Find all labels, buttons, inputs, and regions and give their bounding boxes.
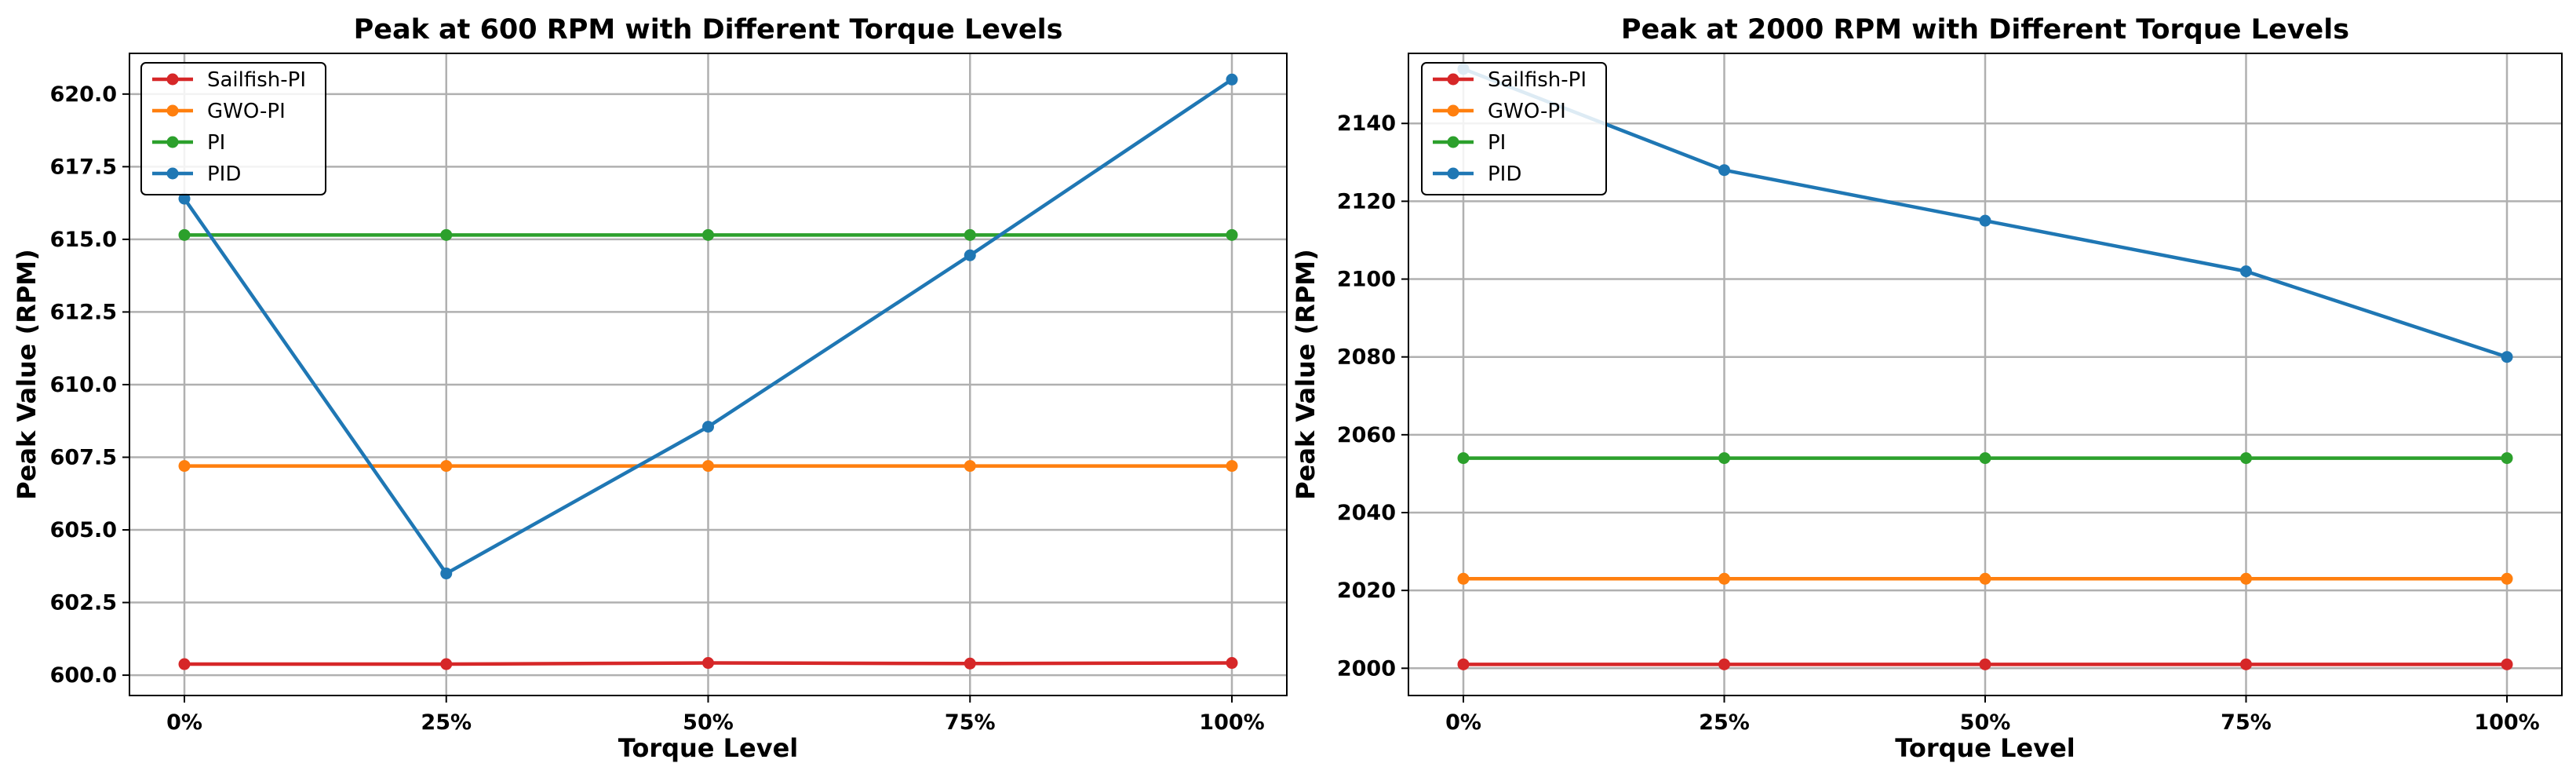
data-point <box>2501 572 2513 585</box>
y-tick-label: 620.0 <box>50 82 117 107</box>
data-point <box>440 460 453 473</box>
data-point <box>2240 265 2252 278</box>
x-tick-label: 0% <box>166 710 202 735</box>
data-point <box>702 657 714 670</box>
data-point <box>178 192 191 205</box>
legend-swatch-marker <box>166 73 179 86</box>
y-tick-label: 2000 <box>1337 656 1396 681</box>
legend-label: PID <box>207 162 241 186</box>
y-axis-label: Peak Value (RPM) <box>12 249 42 500</box>
data-point <box>2240 658 2252 670</box>
data-point <box>1226 73 1238 86</box>
data-point <box>440 568 453 580</box>
legend-swatch-marker <box>1447 73 1459 86</box>
legend-swatch-marker <box>166 136 179 148</box>
x-tick-label: 100% <box>2474 710 2539 735</box>
legend-label: Sailfish-PI <box>207 68 306 92</box>
x-tick-label: 50% <box>683 710 734 735</box>
x-tick-label: 25% <box>421 710 472 735</box>
legend-swatch-marker <box>1447 136 1459 148</box>
x-tick-label: 25% <box>1699 710 1750 735</box>
y-tick-label: 605.0 <box>50 518 117 542</box>
y-tick-label: 612.5 <box>50 300 117 324</box>
legend-swatch-marker <box>166 104 179 117</box>
legend-label: PI <box>1488 131 1506 155</box>
y-tick-label: 2100 <box>1337 268 1396 292</box>
data-point <box>702 228 714 241</box>
data-point <box>178 228 191 241</box>
x-axis-label: Torque Level <box>618 733 799 763</box>
data-point <box>1979 572 1991 585</box>
data-point <box>1718 658 1730 670</box>
data-point <box>1457 572 1470 585</box>
legend: Sailfish-PI GWO-PI PI PID <box>140 62 326 195</box>
data-point <box>1226 460 1238 473</box>
chart-title: Peak at 600 RPM with Different Torque Le… <box>354 14 1063 46</box>
legend-swatch-marker <box>1447 167 1459 180</box>
x-tick-label: 50% <box>1960 710 2011 735</box>
data-point <box>964 228 976 241</box>
data-point <box>178 658 191 670</box>
data-point <box>2240 452 2252 465</box>
legend-label: Sailfish-PI <box>1488 68 1587 92</box>
y-axis-label: Peak Value (RPM) <box>1291 249 1321 500</box>
legend: Sailfish-PI GWO-PI PI PID <box>1421 62 1607 195</box>
data-point <box>1457 452 1470 465</box>
legend-swatch-marker <box>166 167 179 180</box>
data-point <box>440 228 453 241</box>
y-tick-label: 2140 <box>1337 111 1396 136</box>
data-point <box>1226 228 1238 241</box>
y-tick-label: 617.5 <box>50 155 117 179</box>
legend-label: GWO-PI <box>207 100 286 123</box>
legend-box <box>1421 62 1607 195</box>
data-point <box>702 421 714 433</box>
data-point <box>1979 214 1991 227</box>
data-point <box>1718 164 1730 177</box>
y-tick-label: 2120 <box>1337 189 1396 214</box>
data-point <box>440 658 453 670</box>
y-tick-label: 607.5 <box>50 445 117 469</box>
data-point <box>964 657 976 670</box>
data-point <box>1979 658 1991 670</box>
x-tick-label: 0% <box>1445 710 1481 735</box>
chart-panel-2: 0% 25% 50% 75% 100% 2000 2020 2040 2060 2080 2100 2… <box>1291 14 2563 763</box>
y-tick-label: 615.0 <box>50 228 117 252</box>
x-tick-label: 75% <box>2221 710 2272 735</box>
legend-label: GWO-PI <box>1488 100 1566 123</box>
y-tick-label: 610.0 <box>50 373 117 397</box>
y-tick-label: 2040 <box>1337 501 1396 525</box>
x-axis-label: Torque Level <box>1895 733 2075 763</box>
data-point <box>1226 657 1238 670</box>
data-point <box>2501 452 2513 465</box>
legend-box <box>140 62 326 195</box>
data-point <box>178 460 191 473</box>
y-tick-label: 2020 <box>1337 579 1396 603</box>
x-tick-label: 75% <box>945 710 996 735</box>
data-point <box>2501 658 2513 670</box>
data-point <box>964 249 976 261</box>
chart-panel-1: 0% 25% 50% 75% 100% 600.0 602.5 605.0 607.5 610.0… <box>12 14 1288 763</box>
legend-label: PI <box>207 131 225 155</box>
data-point <box>702 460 714 473</box>
x-tick-label: 100% <box>1199 710 1264 735</box>
data-point <box>1979 452 1991 465</box>
legend-swatch-marker <box>1447 104 1459 117</box>
data-point <box>964 460 976 473</box>
data-point <box>2240 572 2252 585</box>
legend-label: PID <box>1488 162 1521 186</box>
y-tick-label: 2060 <box>1337 423 1396 447</box>
data-point <box>1457 658 1470 670</box>
chart-title: Peak at 2000 RPM with Different Torque L… <box>1621 14 2349 46</box>
y-tick-label: 2080 <box>1337 345 1396 370</box>
y-tick-label: 602.5 <box>50 591 117 615</box>
y-tick-label: 600.0 <box>50 663 117 688</box>
data-point <box>2501 351 2513 363</box>
data-point <box>1718 452 1730 465</box>
data-point <box>1718 572 1730 585</box>
